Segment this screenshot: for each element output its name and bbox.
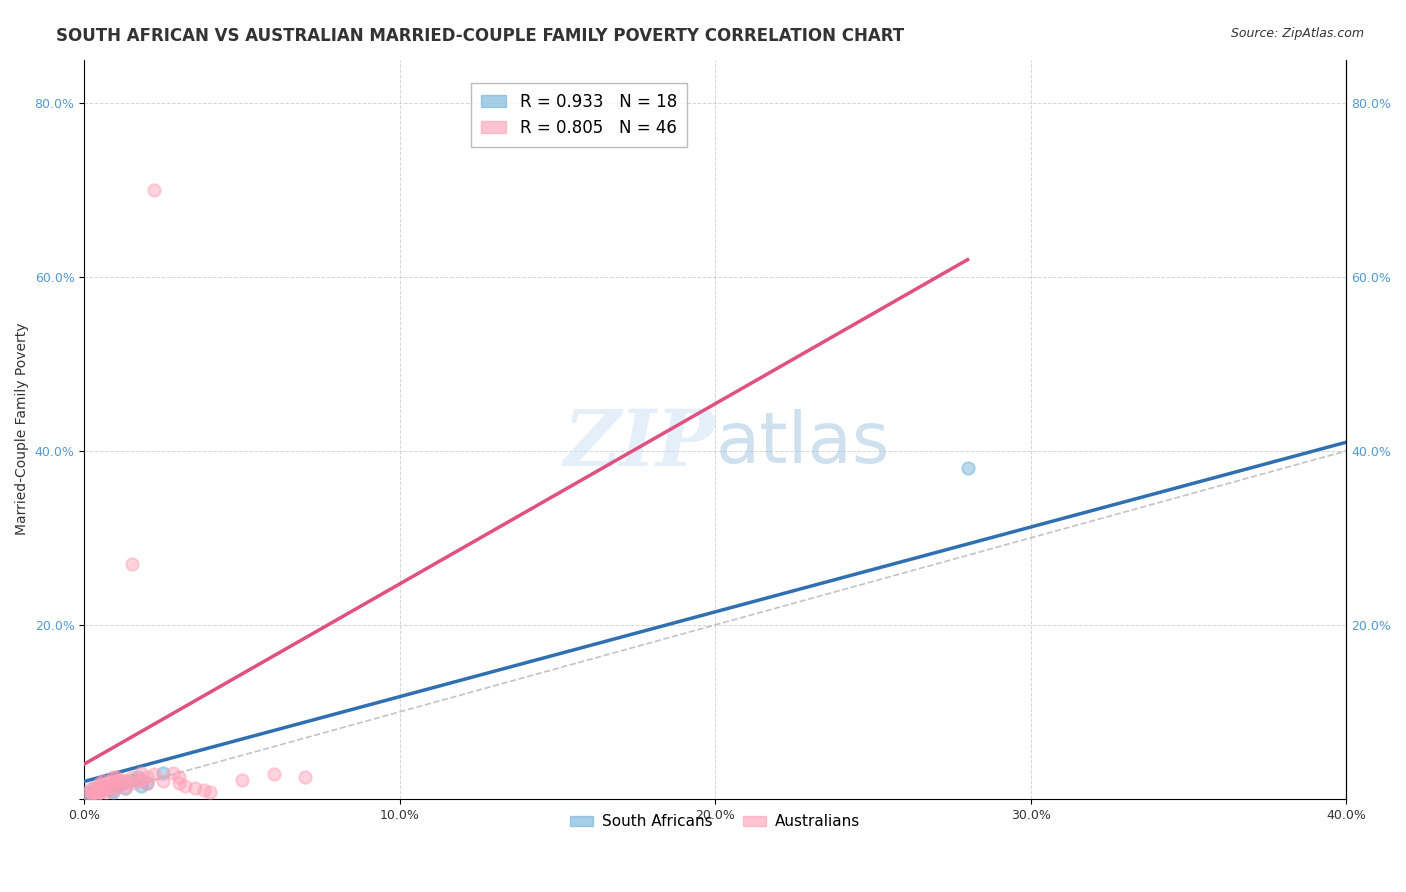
Point bbox=[114, 774, 136, 789]
Point bbox=[121, 770, 143, 784]
Point bbox=[129, 772, 152, 787]
Point bbox=[86, 788, 108, 802]
Point bbox=[79, 781, 101, 796]
Point bbox=[121, 776, 143, 790]
Point bbox=[79, 785, 101, 799]
Point bbox=[129, 765, 152, 780]
Point bbox=[167, 776, 190, 790]
Point bbox=[98, 781, 121, 796]
Point bbox=[231, 772, 253, 787]
Point bbox=[294, 770, 316, 784]
Point bbox=[89, 785, 111, 799]
Point bbox=[200, 785, 222, 799]
Point bbox=[76, 788, 98, 802]
Point bbox=[193, 783, 215, 797]
Point bbox=[89, 783, 111, 797]
Point bbox=[162, 765, 184, 780]
Legend: South Africans, Australians: South Africans, Australians bbox=[564, 808, 866, 836]
Point bbox=[142, 767, 165, 781]
Point bbox=[114, 781, 136, 796]
Point bbox=[96, 781, 118, 796]
Point bbox=[263, 767, 285, 781]
Point bbox=[121, 772, 143, 787]
Point bbox=[101, 783, 124, 797]
Point bbox=[104, 779, 127, 793]
Point bbox=[89, 779, 111, 793]
Point bbox=[98, 783, 121, 797]
Point bbox=[89, 776, 111, 790]
Point bbox=[98, 774, 121, 789]
Point bbox=[91, 774, 114, 789]
Point bbox=[127, 774, 149, 789]
Text: atlas: atlas bbox=[716, 409, 890, 478]
Point bbox=[152, 774, 174, 789]
Point bbox=[111, 776, 134, 790]
Point bbox=[136, 770, 159, 784]
Point bbox=[956, 461, 979, 475]
Text: Source: ZipAtlas.com: Source: ZipAtlas.com bbox=[1230, 27, 1364, 40]
Point bbox=[104, 770, 127, 784]
Point bbox=[183, 781, 205, 796]
Point bbox=[83, 783, 105, 797]
Point bbox=[104, 774, 127, 789]
Point bbox=[79, 788, 101, 802]
Point bbox=[114, 780, 136, 795]
Text: SOUTH AFRICAN VS AUSTRALIAN MARRIED-COUPLE FAMILY POVERTY CORRELATION CHART: SOUTH AFRICAN VS AUSTRALIAN MARRIED-COUP… bbox=[56, 27, 904, 45]
Point bbox=[152, 765, 174, 780]
Point bbox=[86, 781, 108, 796]
Point bbox=[174, 779, 197, 793]
Point bbox=[127, 770, 149, 784]
Point bbox=[129, 779, 152, 793]
Point bbox=[111, 772, 134, 787]
Point bbox=[83, 786, 105, 800]
Point bbox=[121, 557, 143, 571]
Point bbox=[96, 779, 118, 793]
Y-axis label: Married-Couple Family Poverty: Married-Couple Family Poverty bbox=[15, 323, 30, 535]
Point bbox=[167, 770, 190, 784]
Point bbox=[76, 785, 98, 799]
Point bbox=[101, 785, 124, 799]
Point bbox=[89, 779, 111, 793]
Point bbox=[136, 776, 159, 790]
Point bbox=[136, 776, 159, 790]
Point bbox=[104, 774, 127, 789]
Point bbox=[104, 779, 127, 793]
Point bbox=[83, 781, 105, 796]
Point bbox=[142, 183, 165, 197]
Point bbox=[111, 776, 134, 790]
Point bbox=[101, 770, 124, 784]
Point bbox=[91, 783, 114, 797]
Point bbox=[96, 785, 118, 799]
Text: ZIP: ZIP bbox=[564, 406, 716, 483]
